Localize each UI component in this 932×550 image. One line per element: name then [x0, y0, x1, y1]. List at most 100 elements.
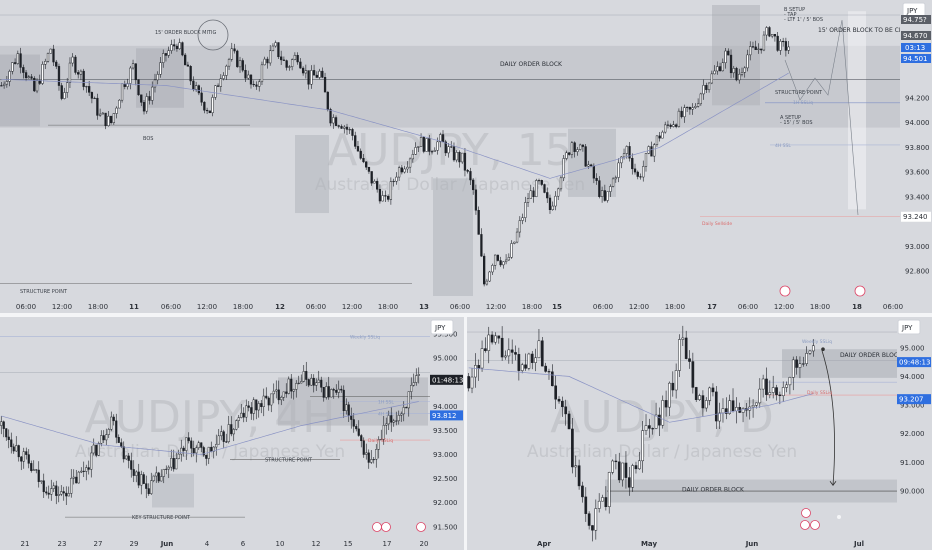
- price-box-countdown: [430, 374, 463, 385]
- candle-bear: [666, 124, 670, 126]
- candle-bull: [170, 457, 173, 468]
- time-tick-label: 06:00: [306, 303, 326, 311]
- order-block-zone: [712, 5, 760, 106]
- candle-bull: [97, 443, 100, 456]
- candle-bull: [66, 82, 69, 93]
- candle-bear: [189, 66, 192, 82]
- candle-bull: [698, 395, 701, 400]
- candle-bear: [543, 184, 546, 193]
- candle-bull: [771, 34, 774, 37]
- time-tick-label: 12:00: [774, 303, 794, 311]
- candle-bull: [417, 146, 420, 148]
- candle-bull: [170, 44, 173, 51]
- candle-bear: [778, 394, 782, 397]
- candle-bull: [270, 393, 273, 406]
- price-tick-label: 93.500: [433, 427, 458, 435]
- candle-bull: [71, 56, 74, 64]
- candle-bear: [561, 400, 564, 408]
- candle-bull: [741, 408, 745, 413]
- candle-bear: [458, 152, 461, 163]
- candle-bull: [162, 469, 165, 477]
- candle-bull: [41, 64, 44, 84]
- pane-divider-horizontal[interactable]: [0, 313, 932, 317]
- time-tick-label: 18:00: [378, 303, 398, 311]
- candle-bull: [732, 68, 735, 74]
- time-tick-label: 11: [129, 303, 139, 311]
- candle-bull: [194, 85, 198, 90]
- candle-bear: [581, 144, 585, 147]
- candle-bull: [402, 407, 405, 415]
- annotation-weekly-ssl: Weekly SSLiq: [350, 334, 380, 340]
- candle-bull: [576, 149, 579, 152]
- candle-bear: [648, 425, 651, 429]
- candle-bear: [335, 389, 338, 393]
- candle-bear: [463, 152, 467, 171]
- candle-bull: [238, 60, 242, 68]
- candle-bull: [653, 144, 656, 157]
- candle-bull: [288, 66, 291, 68]
- candle-bear: [550, 371, 554, 387]
- candle-bear: [751, 46, 755, 48]
- candle-bear: [684, 337, 688, 359]
- candle-bull: [167, 466, 170, 470]
- candle-bear: [483, 255, 486, 285]
- candle-bull: [397, 167, 401, 178]
- price-tick-label: 93.800: [905, 144, 930, 152]
- candle-bear: [305, 371, 308, 380]
- candle-bear: [359, 150, 362, 159]
- candle-bull: [425, 138, 428, 152]
- candle-bear: [466, 170, 469, 172]
- candle-bear: [671, 382, 675, 391]
- candle-bull: [180, 447, 183, 455]
- candle-bear: [120, 442, 123, 447]
- candle-bull: [310, 70, 313, 85]
- candle-bear: [337, 125, 340, 127]
- candle-bull: [389, 181, 393, 200]
- candle-bull: [237, 417, 240, 421]
- annotation-4h-ssl: 4H SSL: [378, 412, 394, 418]
- candle-bull: [330, 389, 333, 398]
- candle-bull: [694, 106, 697, 108]
- candle-bear: [499, 260, 502, 266]
- candle-bear: [96, 97, 99, 116]
- candle-bull: [488, 271, 491, 282]
- candle-bull: [11, 62, 14, 72]
- price-box-daily-sellside: 93.240: [903, 213, 928, 221]
- candle-bull: [515, 231, 519, 243]
- candle-bull: [219, 78, 222, 87]
- candle-bull: [721, 408, 725, 414]
- candle-bear: [517, 354, 521, 371]
- candle-bear: [130, 460, 133, 470]
- time-tick-label: 20: [420, 540, 429, 548]
- candle-bear: [658, 135, 661, 139]
- candle-bull: [507, 349, 511, 357]
- candle-bear: [148, 96, 151, 101]
- candle-bear: [134, 63, 137, 81]
- candle-bear: [591, 525, 594, 531]
- order-block-zone: [433, 178, 473, 296]
- candle-bear: [247, 405, 250, 408]
- candle-bear: [568, 152, 571, 155]
- candle-bull: [230, 48, 233, 60]
- price-tick-label: 94.000: [433, 403, 458, 411]
- candle-bear: [65, 492, 68, 497]
- candle-bear: [782, 40, 785, 43]
- event-marker-icon: [800, 520, 810, 530]
- candle-bear: [255, 399, 258, 411]
- candle-bear: [88, 86, 91, 93]
- candle-bear: [688, 358, 691, 362]
- candle-bear: [75, 476, 78, 484]
- candle-bear: [367, 166, 371, 172]
- pane-divider-vertical[interactable]: [464, 317, 467, 550]
- candle-bear: [633, 168, 637, 173]
- candle-bear: [181, 42, 184, 56]
- candle-bear: [603, 190, 606, 201]
- candle-bear: [352, 419, 355, 427]
- candle-bull: [155, 472, 158, 477]
- candle-bear: [477, 209, 480, 235]
- projection-zone: [848, 11, 866, 210]
- annotation-daily-sellside: Daily Sellside: [702, 221, 732, 227]
- candle-bull: [90, 452, 93, 470]
- price-box-blue-label: 93.207: [899, 396, 924, 404]
